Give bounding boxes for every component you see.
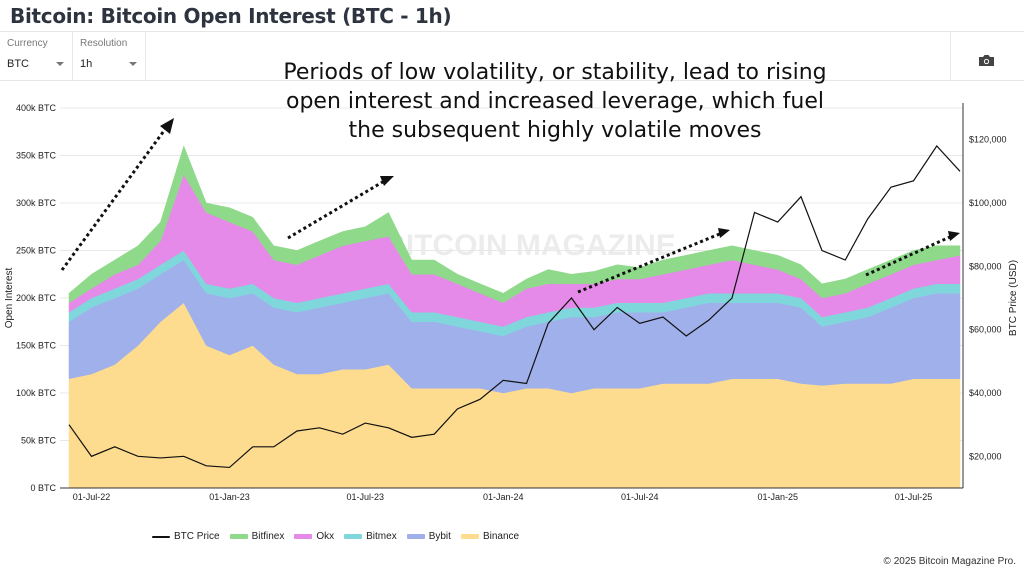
annotation-text: Periods of low volatility, or stability,…: [240, 58, 870, 145]
y2-tick-label: $120,000: [969, 135, 1007, 145]
annotation-line: the subsequent highly volatile moves: [348, 118, 762, 143]
y2-axis-label: BTC Price (USD): [1008, 260, 1019, 336]
line-btc-price: [68, 145, 961, 469]
currency-value: BTC: [7, 58, 29, 70]
y-tick-label: 400k BTC: [16, 103, 57, 113]
watermark: BITCOIN MAGAZINE: [384, 229, 676, 262]
legend-label: Okx: [316, 531, 335, 542]
x-tick-label: 01-Jul-25: [895, 492, 933, 502]
x-tick-label: 01-Jan-23: [209, 492, 250, 502]
arrowheads: [160, 118, 960, 241]
legend-label: Bitmex: [366, 531, 397, 542]
currency-select[interactable]: Currency BTC: [0, 32, 73, 80]
legend: BTC Price Bitfinex Okx Bitmex Bybit Bina…: [152, 531, 519, 542]
resolution-value: 1h: [80, 58, 93, 70]
legend-label: Bitfinex: [251, 531, 285, 542]
y-tick-label: 0 BTC: [30, 483, 56, 493]
y2-tick-label: $80,000: [969, 261, 1002, 271]
page-title: Bitcoin: Bitcoin Open Interest (BTC - 1h…: [10, 4, 452, 28]
legend-label: BTC Price: [174, 531, 220, 542]
chevron-down-icon: [56, 62, 64, 66]
camera-icon[interactable]: [978, 54, 995, 67]
legend-label: Bybit: [428, 531, 451, 542]
resolution-select[interactable]: Resolution 1h: [73, 32, 146, 80]
currency-label: Currency: [7, 38, 48, 49]
legend-item-bitfinex[interactable]: Bitfinex: [229, 531, 285, 542]
y-tick-label: 350k BTC: [16, 151, 57, 161]
annotation-arrows: [60, 127, 953, 294]
y2-tick-label: $40,000: [969, 388, 1002, 398]
y-tick-label: 50k BTC: [21, 436, 57, 446]
y2-tick-label: $100,000: [969, 198, 1007, 208]
y-tick-label: 250k BTC: [16, 246, 57, 256]
x-tick-label: 01-Jan-24: [483, 492, 524, 502]
x-tick-label: 01-Jan-25: [757, 492, 798, 502]
y-axis-label: Open Interest: [4, 267, 15, 328]
divider: [950, 32, 951, 80]
y2-tick-label: $20,000: [969, 451, 1002, 461]
controls-bar: Currency BTC Resolution 1h: [0, 31, 1024, 81]
legend-item-bitmex[interactable]: Bitmex: [344, 531, 397, 542]
legend-label: Binance: [482, 531, 520, 542]
x-tick-label: 01-Jul-24: [621, 492, 659, 502]
annotation-line: open interest and increased leverage, wh…: [286, 89, 824, 114]
legend-item-binance[interactable]: Binance: [460, 531, 520, 542]
y-tick-label: 100k BTC: [16, 388, 57, 398]
chevron-down-icon: [129, 62, 137, 66]
y-tick-label: 200k BTC: [16, 293, 57, 303]
copyright: © 2025 Bitcoin Magazine Pro.: [883, 556, 1016, 567]
y-tick-label: 150k BTC: [16, 341, 57, 351]
resolution-label: Resolution: [80, 38, 128, 49]
legend-item-bybit[interactable]: Bybit: [406, 531, 451, 542]
legend-item-btc-price[interactable]: BTC Price: [152, 531, 220, 542]
x-tick-label: 01-Jul-22: [73, 492, 111, 502]
area-bitfinex: [68, 145, 961, 304]
legend-item-okx[interactable]: Okx: [294, 531, 334, 542]
x-tick-label: 01-Jul-23: [346, 492, 384, 502]
y2-tick-label: $60,000: [969, 325, 1002, 335]
annotation-line: Periods of low volatility, or stability,…: [283, 60, 827, 85]
y-tick-label: 300k BTC: [16, 198, 57, 208]
